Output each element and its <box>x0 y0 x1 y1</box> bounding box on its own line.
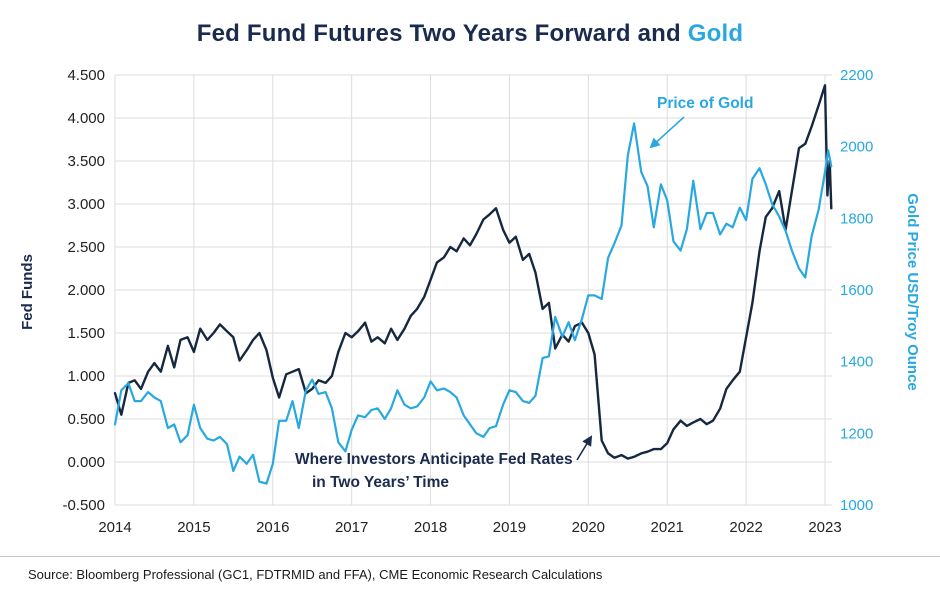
left-axis-tick-label: 2.000 <box>67 282 105 299</box>
annotation-fed-line2: in Two Years’ Time <box>312 474 449 491</box>
left-axis-tick-label: 1.500 <box>67 325 105 342</box>
gold-price-line <box>113 122 833 485</box>
annotation-gold-line1: Price of Gold <box>657 95 753 112</box>
x-axis-tick-label: 2022 <box>729 519 762 536</box>
footer-divider <box>0 556 940 557</box>
page-title-main: Fed Fund Futures Two Years Forward and <box>196 20 681 47</box>
x-axis-tick-label: 2020 <box>572 519 605 536</box>
right-axis-tick-label: 1600 <box>840 282 873 299</box>
left-axis-tick-label: 4.500 <box>67 67 105 84</box>
left-axis-tick-label: 3.000 <box>67 196 105 213</box>
left-axis-tick-label: 0.000 <box>67 454 105 471</box>
left-axis-tick-label: 0.500 <box>67 411 105 428</box>
right-axis-title: Gold Price USD/Troy Ounce <box>904 193 921 391</box>
source-note: Source: Bloomberg Professional (GC1, FDT… <box>28 567 603 582</box>
x-axis-tick-label: 2023 <box>808 519 841 536</box>
x-axis-tick-label: 2019 <box>493 519 526 536</box>
left-axis-tick-label: 3.500 <box>67 153 105 170</box>
left-axis-tick-label: 4.000 <box>67 110 105 127</box>
x-axis-tick-label: 2021 <box>651 519 684 536</box>
right-axis-tick-label: 2200 <box>840 67 873 84</box>
right-axis-tick-label: 1800 <box>840 210 873 227</box>
left-axis-tick-label: 1.000 <box>67 368 105 385</box>
chart-svg: 4.500 4.000 3.500 3.000 2.500 2.000 1.500 1.000… <box>19 67 921 536</box>
x-axis-tick-label: 2017 <box>335 519 368 536</box>
x-axis-tick-label: 2018 <box>414 519 447 536</box>
page-title-accent: Gold <box>687 20 744 47</box>
right-axis-tick-label: 2000 <box>840 139 873 156</box>
x-axis-tick-label: 2016 <box>256 519 289 536</box>
left-axis-tick-label: -0.500 <box>62 497 105 514</box>
annotation-gold-arrow <box>649 116 685 149</box>
annotation-fed-arrow <box>576 435 593 461</box>
annotation-fed-line1: Where Investors Anticipate Fed Rates <box>295 451 573 468</box>
x-axis-tick-label: 2015 <box>177 519 210 536</box>
left-axis-title: Fed Funds <box>19 254 36 330</box>
right-axis-tick-label: 1400 <box>840 354 873 371</box>
right-axis-tick-label: 1200 <box>840 425 873 442</box>
left-axis-tick-label: 2.500 <box>67 239 105 256</box>
x-axis-tick-label: 2014 <box>98 519 131 536</box>
page-title: Fed Fund Futures Two Years Forward and G… <box>0 20 940 48</box>
fed-funds-line <box>113 84 833 460</box>
right-axis-tick-label: 1000 <box>840 497 873 514</box>
